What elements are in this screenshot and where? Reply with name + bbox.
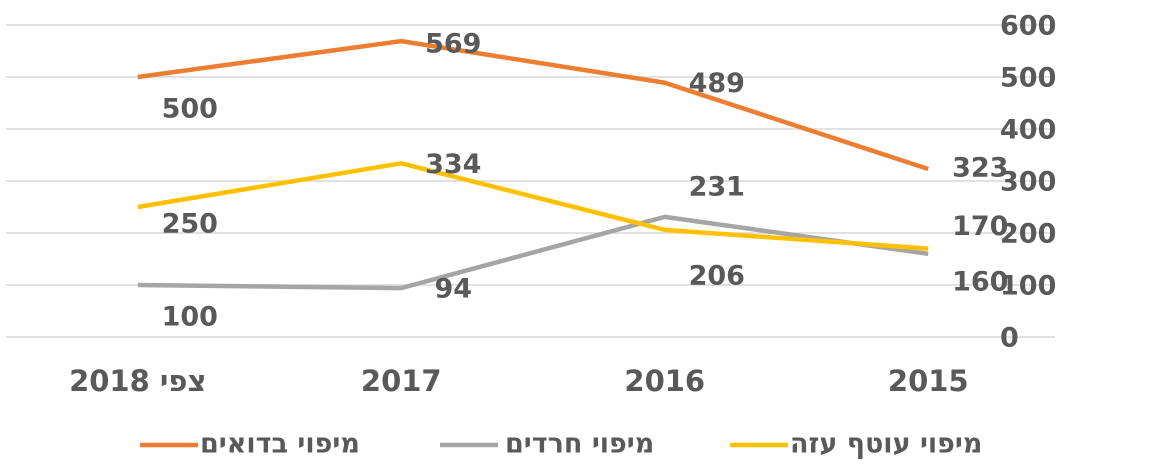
data-label: 100 — [162, 302, 218, 333]
y-tick-label: 300 — [1000, 167, 1056, 198]
x-tick-label: 2017 — [361, 364, 442, 398]
legend-label: מיפוי עוטף עזה — [790, 429, 982, 460]
data-label: 334 — [425, 149, 481, 180]
y-tick-label: 100 — [1000, 271, 1056, 302]
line-series — [137, 214, 929, 291]
x-tick-label: צפי 2018 — [69, 364, 206, 398]
data-label: 206 — [689, 260, 745, 291]
y-tick-label: 400 — [1000, 115, 1056, 146]
data-label: 94 — [434, 274, 472, 305]
data-label: 569 — [425, 29, 481, 60]
x-tick-label: 2015 — [888, 364, 969, 398]
data-label: 170 — [952, 211, 1008, 242]
y-tick-label: 0 — [1000, 323, 1019, 354]
legend-label: מיפוי חרדים — [505, 429, 654, 460]
data-label: 231 — [689, 171, 745, 202]
data-label: 489 — [689, 68, 745, 99]
y-tick-label: 200 — [1000, 219, 1056, 250]
data-label: 250 — [162, 209, 218, 240]
y-tick-label: 500 — [1000, 63, 1056, 94]
line-series — [137, 161, 929, 251]
data-label: 160 — [952, 266, 1008, 297]
line-series — [137, 38, 929, 172]
data-label: 500 — [162, 94, 218, 125]
legend-label: מיפוי בדואים — [200, 429, 360, 460]
x-tick-label: 2016 — [624, 364, 705, 398]
data-label: 323 — [952, 153, 1008, 184]
y-tick-label: 600 — [1000, 11, 1056, 42]
